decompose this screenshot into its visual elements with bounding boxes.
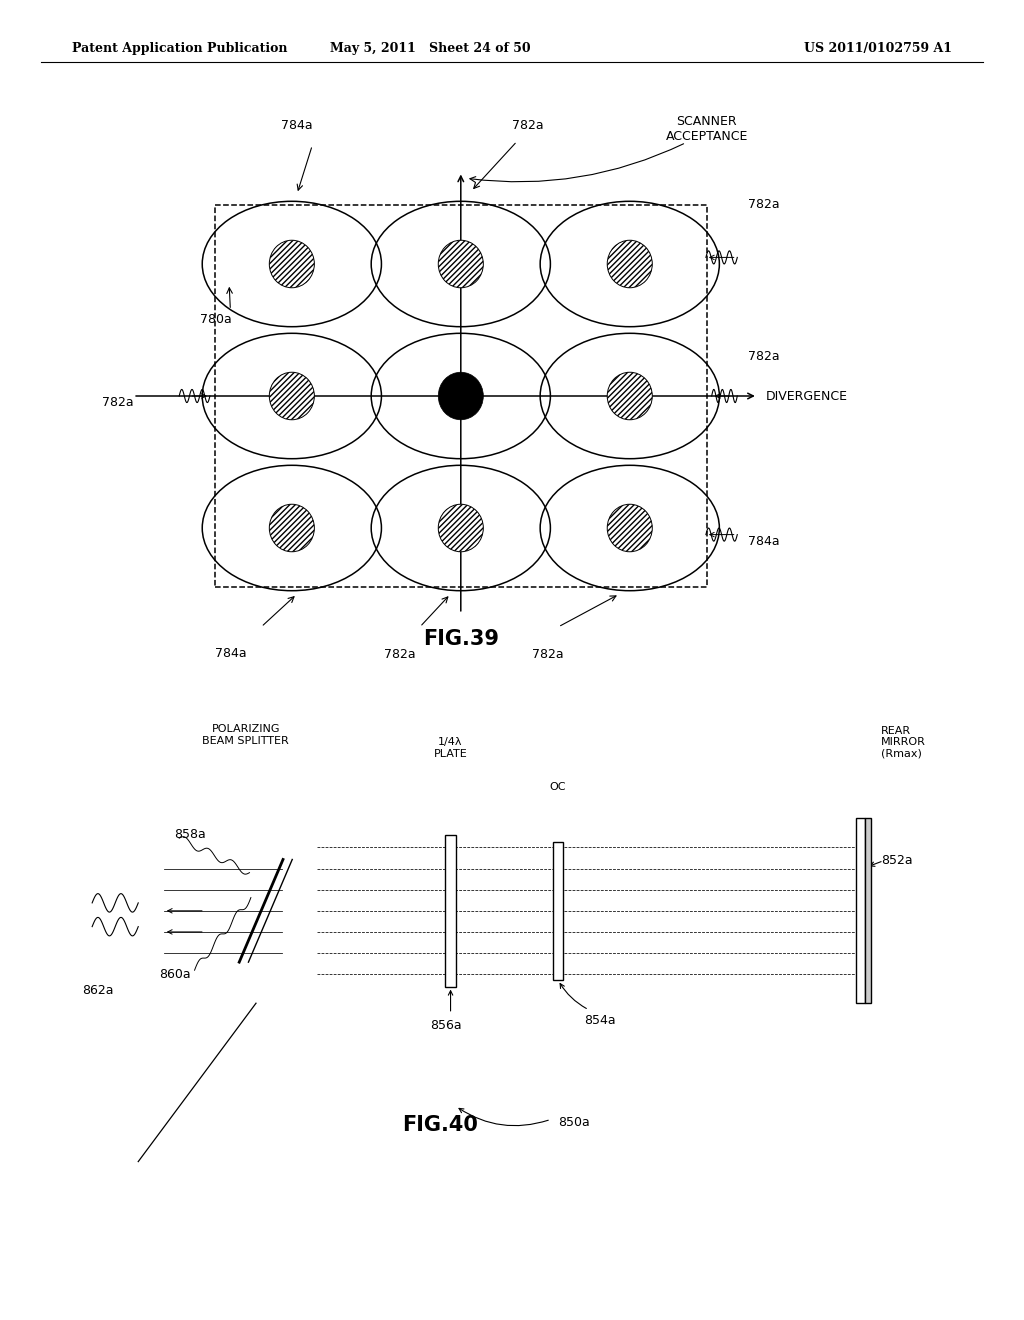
- Ellipse shape: [438, 240, 483, 288]
- Text: 854a: 854a: [584, 1014, 615, 1027]
- Text: FIG.39: FIG.39: [423, 628, 499, 649]
- Text: 1/4λ
PLATE: 1/4λ PLATE: [434, 738, 467, 759]
- Text: 852a: 852a: [881, 854, 912, 867]
- Text: Patent Application Publication: Patent Application Publication: [72, 42, 287, 55]
- Ellipse shape: [607, 240, 652, 288]
- Ellipse shape: [607, 504, 652, 552]
- Ellipse shape: [438, 504, 483, 552]
- Text: 784a: 784a: [215, 647, 247, 660]
- Bar: [865, 818, 871, 1003]
- Text: 782a: 782a: [748, 350, 779, 363]
- Text: 782a: 782a: [512, 119, 544, 132]
- Text: FIG.40: FIG.40: [402, 1114, 478, 1135]
- Text: 858a: 858a: [174, 828, 206, 841]
- Text: 782a: 782a: [384, 648, 415, 661]
- Text: 782a: 782a: [102, 396, 134, 409]
- Text: 782a: 782a: [748, 198, 779, 211]
- Text: REAR
MIRROR
(Rmax): REAR MIRROR (Rmax): [881, 726, 926, 759]
- Text: 784a: 784a: [282, 119, 312, 132]
- Text: 860a: 860a: [159, 968, 190, 981]
- Bar: [856, 818, 865, 1003]
- Ellipse shape: [269, 372, 314, 420]
- Text: US 2011/0102759 A1: US 2011/0102759 A1: [804, 42, 952, 55]
- Text: SCANNER
ACCEPTANCE: SCANNER ACCEPTANCE: [666, 115, 748, 143]
- Text: 782a: 782a: [532, 648, 563, 661]
- Bar: [445, 836, 456, 987]
- Ellipse shape: [438, 372, 483, 420]
- Text: DIVERGENCE: DIVERGENCE: [766, 389, 848, 403]
- Ellipse shape: [269, 504, 314, 552]
- Text: 850a: 850a: [558, 1115, 590, 1129]
- Text: POLARIZING
BEAM SPLITTER: POLARIZING BEAM SPLITTER: [203, 725, 289, 746]
- Ellipse shape: [269, 240, 314, 288]
- Bar: [553, 842, 563, 979]
- Text: OC: OC: [550, 781, 566, 792]
- Text: 780a: 780a: [200, 313, 231, 326]
- Text: May 5, 2011   Sheet 24 of 50: May 5, 2011 Sheet 24 of 50: [330, 42, 530, 55]
- Text: 784a: 784a: [748, 535, 779, 548]
- Bar: [215, 205, 707, 587]
- Text: 856a: 856a: [430, 1019, 461, 1032]
- Text: 862a: 862a: [82, 983, 114, 997]
- Ellipse shape: [607, 372, 652, 420]
